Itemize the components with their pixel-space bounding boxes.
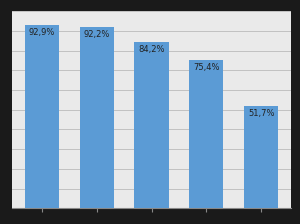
Bar <box>80 27 114 208</box>
Bar <box>134 42 169 208</box>
Bar <box>189 60 224 208</box>
Text: 92,2%: 92,2% <box>83 30 110 39</box>
Text: 84,2%: 84,2% <box>138 45 165 54</box>
Text: 51,7%: 51,7% <box>248 109 274 118</box>
Bar <box>244 106 278 208</box>
Text: 75,4%: 75,4% <box>193 63 220 72</box>
Bar <box>25 25 59 208</box>
Text: 92,9%: 92,9% <box>28 28 55 37</box>
